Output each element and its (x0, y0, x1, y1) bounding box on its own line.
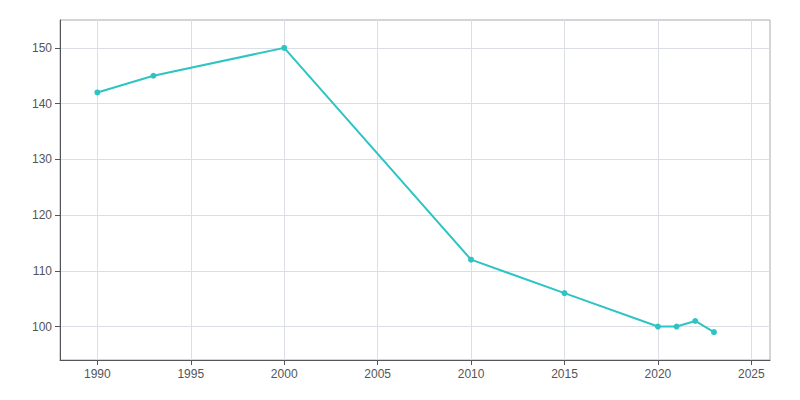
svg-text:120: 120 (32, 208, 52, 222)
svg-text:110: 110 (33, 264, 52, 278)
svg-text:1995: 1995 (177, 367, 204, 381)
svg-text:1990: 1990 (84, 367, 111, 381)
svg-text:2020: 2020 (645, 367, 672, 381)
svg-text:130: 130 (32, 152, 52, 166)
svg-text:140: 140 (32, 97, 52, 111)
svg-text:100: 100 (32, 320, 52, 334)
svg-text:2000: 2000 (271, 367, 298, 381)
svg-text:150: 150 (32, 41, 52, 55)
svg-text:2015: 2015 (551, 367, 578, 381)
svg-text:2025: 2025 (738, 367, 765, 381)
svg-text:2005: 2005 (364, 367, 391, 381)
svg-text:2010: 2010 (458, 367, 485, 381)
